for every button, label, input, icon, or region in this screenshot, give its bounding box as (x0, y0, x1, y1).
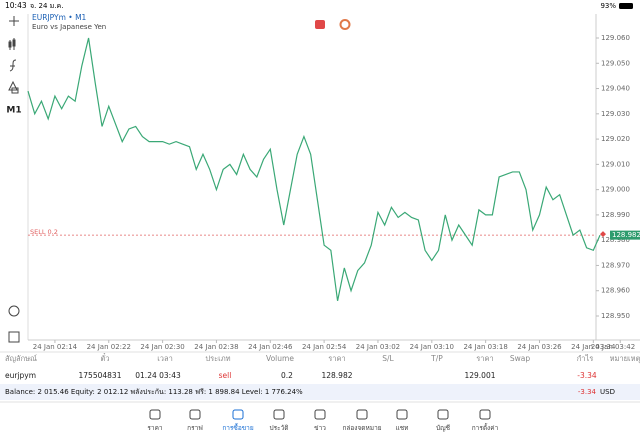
nav-icon[interactable] (232, 409, 244, 420)
y-tick-label: 129.040 (601, 85, 630, 93)
column-header: เวลา (157, 354, 173, 363)
column-header: Swap (510, 354, 530, 363)
timeframe-button[interactable]: M1 (6, 106, 21, 116)
y-tick-label: 129.050 (601, 59, 630, 67)
price-tag (610, 230, 640, 240)
column-header: ตั๋ว (100, 353, 109, 363)
y-tick-label: 129.060 (601, 34, 630, 42)
x-tick-label: 24 Jan 02:38 (194, 343, 238, 351)
nav-label[interactable]: กราฟ (187, 424, 203, 432)
indicator-tool[interactable] (9, 59, 17, 72)
x-tick-label: 24 Jan 03:34 (571, 343, 616, 351)
sell-marker (600, 231, 606, 238)
add-tool[interactable] (8, 331, 20, 343)
status-date: จ. 24 ม.ค. (30, 2, 63, 10)
zoom-tool[interactable] (8, 305, 20, 317)
nav-label[interactable]: บัญชี (436, 424, 451, 432)
total-profit: -3.34 (578, 388, 597, 396)
nav-icon[interactable] (273, 409, 285, 420)
price-tag-label: 128.982 (612, 231, 640, 239)
x-tick-label: 24 Jan 03:26 (517, 343, 562, 351)
position-cell: 175504831 (79, 371, 122, 380)
x-tick-label: 24 Jan 03:42 (591, 343, 635, 351)
column-header: ประเภท (205, 354, 230, 363)
position-cell: 01.24 03:43 (135, 371, 181, 380)
nav-icon[interactable] (479, 409, 491, 420)
position-cell: -3.34 (577, 371, 597, 380)
currency: USD (600, 388, 615, 396)
crosshair-tool[interactable] (9, 16, 19, 26)
position-cell: 128.982 (321, 371, 352, 380)
x-tick-label: 24 Jan 02:46 (248, 343, 293, 351)
x-tick-label: 24 Jan 03:10 (410, 343, 454, 351)
nav-label[interactable]: การซื้อขาย (222, 423, 253, 432)
x-tick-label: 24 Jan 03:18 (463, 343, 507, 351)
column-header: Volume (266, 354, 294, 363)
x-tick-label: 24 Jan 02:22 (87, 343, 131, 351)
status-battery: 93% (600, 2, 616, 10)
column-header: S/L (382, 354, 394, 363)
position-cell: 0.2 (281, 371, 293, 380)
y-tick-label: 129.020 (601, 135, 630, 143)
balance-bar (0, 384, 640, 400)
y-tick-label: 129.010 (601, 160, 630, 168)
chart-type-tool[interactable] (8, 38, 16, 50)
nav-icon[interactable] (314, 409, 326, 420)
objects-tool[interactable] (8, 80, 19, 94)
status-time: 10:43 (5, 1, 27, 10)
chart-symbol: EURJPYm • M1 (32, 13, 87, 22)
nav-label[interactable]: แชท (396, 424, 409, 432)
position-cell: 129.001 (464, 371, 495, 380)
column-header: ราคา (328, 354, 345, 363)
nav-label[interactable]: กล่องจดหมาย (342, 424, 381, 432)
y-tick-label: 129.000 (601, 186, 630, 194)
nav-label[interactable]: ราคา (147, 424, 162, 432)
y-tick-label: 128.950 (601, 312, 630, 320)
account-summary: Balance: 2 015.46 Equity: 2 012.12 พลังป… (5, 388, 303, 396)
battery-icon (619, 3, 633, 9)
y-tick-label: 129.030 (601, 110, 630, 118)
x-tick-label: 24 Jan 02:30 (140, 343, 184, 351)
x-tick-label: 24 Jan 02:54 (302, 343, 347, 351)
nav-icon[interactable] (189, 409, 201, 420)
x-tick-label: 24 Jan 03:02 (356, 343, 400, 351)
column-header: สัญลักษณ์ (5, 354, 37, 363)
nav-label[interactable]: ข่าว (314, 424, 326, 432)
price-line (27, 37, 601, 301)
x-tick-label: 24 Jan 02:14 (33, 343, 78, 351)
signal-button[interactable] (339, 19, 351, 30)
column-header: กำไร (577, 354, 594, 363)
nav-icon[interactable] (356, 409, 368, 420)
nav-label[interactable]: การตั้งค่า (472, 423, 499, 432)
chart-description: Euro vs Japanese Yen (32, 23, 106, 31)
column-header: ราคา (476, 354, 493, 363)
one-click-trade-button[interactable] (315, 20, 325, 29)
y-tick-label: 128.970 (601, 261, 630, 269)
nav-icon[interactable] (396, 409, 408, 420)
left-toolbar (8, 16, 20, 343)
column-header: หมายเหตุ (610, 354, 640, 363)
nav-label[interactable]: ประวัติ (270, 424, 289, 432)
nav-icon[interactable] (149, 409, 161, 420)
y-tick-label: 128.980 (601, 236, 630, 244)
nav-icon[interactable] (437, 409, 449, 420)
y-tick-label: 128.960 (601, 287, 630, 295)
order-label: SELL 0.2 (30, 228, 58, 236)
position-cell: eurjpym (5, 371, 36, 380)
column-header: T/P (430, 354, 443, 363)
y-tick-label: 128.990 (601, 211, 630, 219)
position-cell: sell (219, 371, 232, 380)
